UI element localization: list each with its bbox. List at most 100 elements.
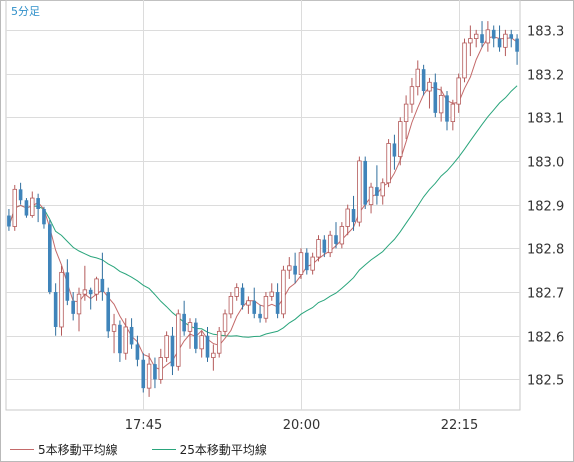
candle-body-down: [129, 326, 134, 345]
candle-body-down: [42, 209, 46, 225]
candle-body-up: [427, 81, 432, 92]
candle-body-up: [450, 103, 456, 123]
candle-body-up: [164, 335, 169, 358]
candle-body-up: [339, 226, 345, 245]
candle-body-up: [246, 300, 251, 306]
candle-body-up: [386, 143, 391, 184]
candle-body-down: [304, 252, 309, 271]
candle-body-down: [515, 38, 519, 52]
y-tick-label: 183.0: [527, 156, 564, 171]
candle-body-up: [111, 324, 117, 332]
candle-body-up: [269, 291, 274, 297]
candles-layer: [7, 21, 519, 397]
legend-ma25: 25本移動平均線: [151, 441, 267, 458]
y-tick-label: 183.3: [527, 25, 564, 40]
axes-layer: 182.5 182.6 182.7 182.8 182.9 183.0 183.1 183.2…: [11, 5, 564, 433]
candle-body-down: [194, 322, 198, 349]
candle-body-down: [293, 265, 297, 275]
candle-body-up: [234, 287, 239, 297]
candle-body-down: [141, 359, 146, 389]
legend-ma5: 5本移動平均線: [10, 441, 118, 458]
candle-body-down: [205, 335, 210, 358]
legend: 5本移動平均線 25本移動平均線: [10, 441, 267, 458]
candle-body-down: [491, 29, 496, 39]
candle-body-up: [316, 239, 321, 258]
ma5-line: [8, 36, 518, 371]
y-tick-label: 182.8: [527, 243, 564, 258]
legend-ma5-swatch: [10, 449, 34, 450]
candle-body-down: [445, 95, 449, 122]
candle-body-down: [351, 209, 356, 223]
candle-body-down: [88, 289, 93, 295]
candle-body-down: [182, 313, 186, 332]
candle-body-up: [187, 322, 193, 332]
candle-body-up: [263, 295, 269, 319]
candle-body-down: [65, 272, 70, 301]
candle-body-up: [59, 271, 64, 328]
y-tick-label: 182.6: [527, 331, 564, 346]
candle-body-up: [503, 33, 508, 48]
candle-body-up: [409, 86, 415, 105]
candle-body-down: [375, 187, 379, 196]
y-tick-label: 183.2: [527, 69, 564, 84]
candle-body-up: [468, 38, 473, 44]
candle-body-down: [363, 160, 368, 205]
candle-body-up: [310, 256, 315, 271]
y-tick-label: 182.5: [527, 374, 564, 389]
candle-body-down: [170, 335, 175, 367]
candle-body-down: [392, 143, 397, 157]
candle-body-up: [176, 313, 181, 367]
y-tick-label: 182.9: [527, 200, 564, 215]
candle-body-up: [368, 186, 374, 206]
legend-ma5-label: 5本移動平均線: [38, 443, 118, 457]
candle-body-up: [158, 357, 163, 380]
candle-body-down: [100, 278, 105, 293]
candle-body-up: [199, 335, 204, 350]
candle-body-down: [7, 215, 11, 227]
y-tick-label: 183.1: [527, 112, 564, 127]
candle-body-down: [497, 38, 502, 48]
legend-ma25-label: 25本移動平均線: [179, 443, 267, 457]
candle-body-up: [222, 313, 228, 332]
candle-body-down: [421, 69, 426, 92]
legend-ma25-swatch: [151, 449, 176, 450]
candle-body-up: [228, 295, 234, 315]
candle-body-down: [433, 82, 438, 113]
candle-body-down: [106, 292, 111, 332]
candle-body-up: [216, 330, 222, 354]
candle-body-up: [398, 121, 403, 157]
candle-body-up: [94, 278, 99, 295]
candle-body-down: [53, 292, 58, 327]
candle-body-down: [322, 239, 327, 253]
candle-body-up: [211, 352, 216, 358]
candle-body-down: [36, 198, 40, 209]
candle-body-up: [357, 160, 362, 223]
candle-body-down: [258, 313, 262, 319]
candle-body-up: [345, 208, 350, 227]
candle-body-up: [473, 33, 479, 39]
candle-body-up: [403, 103, 409, 123]
candle-body-up: [327, 234, 333, 254]
candle-body-up: [415, 68, 420, 88]
candle-body-up: [438, 94, 444, 114]
candle-body-up: [380, 182, 385, 197]
x-tick-label: 20:00: [283, 418, 320, 433]
candle-body-down: [18, 189, 23, 201]
candle-body-up: [456, 77, 461, 105]
candle-body-up: [485, 29, 491, 44]
candle-body-down: [509, 34, 514, 39]
candle-body-up: [281, 269, 286, 315]
ma25-line: [8, 85, 518, 338]
candle-body-down: [47, 224, 52, 293]
y-tick-label: 182.7: [527, 287, 564, 302]
candle-body-up: [146, 363, 152, 389]
candle-body-down: [240, 287, 245, 306]
candle-body-down: [71, 300, 75, 314]
ma5-layer: [8, 36, 518, 371]
candle-body-up: [76, 293, 82, 315]
candle-body-down: [153, 364, 157, 380]
timeframe-label: 5分足: [11, 5, 40, 18]
ma25-layer: [8, 85, 518, 338]
